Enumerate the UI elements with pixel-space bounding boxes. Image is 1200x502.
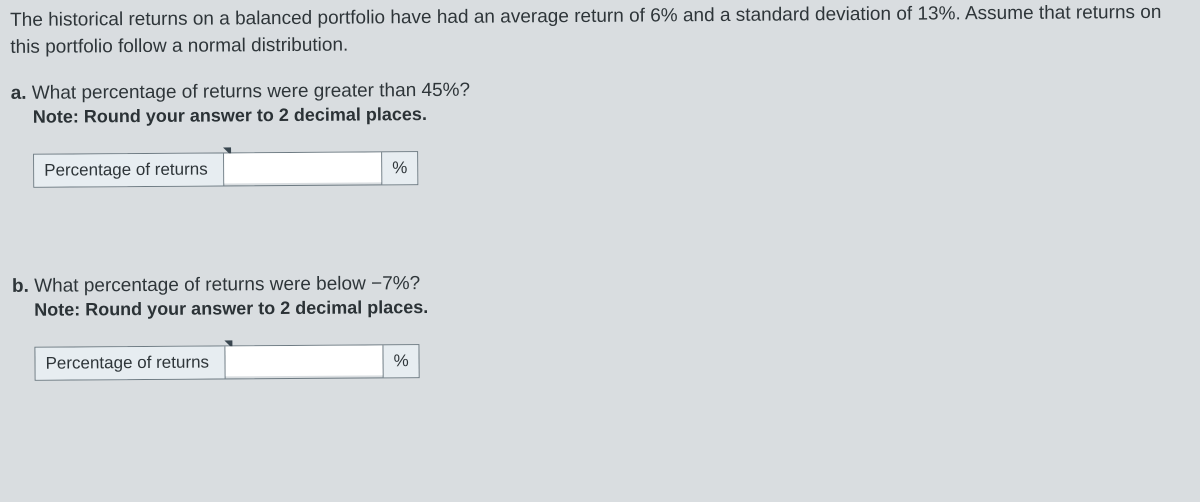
part-b-answer-row: Percentage of returns % [34,344,419,381]
part-b: b. What percentage of returns were below… [12,268,1189,381]
part-b-answer-label: Percentage of returns [35,347,225,380]
question-page: The historical returns on a balanced por… [0,0,1200,381]
part-b-question: What percentage of returns were below −7… [34,273,420,297]
part-a-answer-label: Percentage of returns [34,154,224,187]
part-a-question: What percentage of returns were greater … [32,80,470,104]
part-a: a. What percentage of returns were great… [11,75,1188,188]
intro-text: The historical returns on a balanced por… [10,0,1186,61]
part-a-answer-input[interactable] [224,153,381,184]
part-a-input-wrap [224,153,382,186]
part-a-letter: a. [11,83,27,104]
part-b-answer-input[interactable] [225,346,382,377]
part-b-unit: % [383,345,418,377]
part-a-answer-row: Percentage of returns % [33,151,418,188]
part-b-letter: b. [12,276,29,297]
part-a-unit: % [382,152,417,184]
part-b-input-wrap [225,346,383,379]
